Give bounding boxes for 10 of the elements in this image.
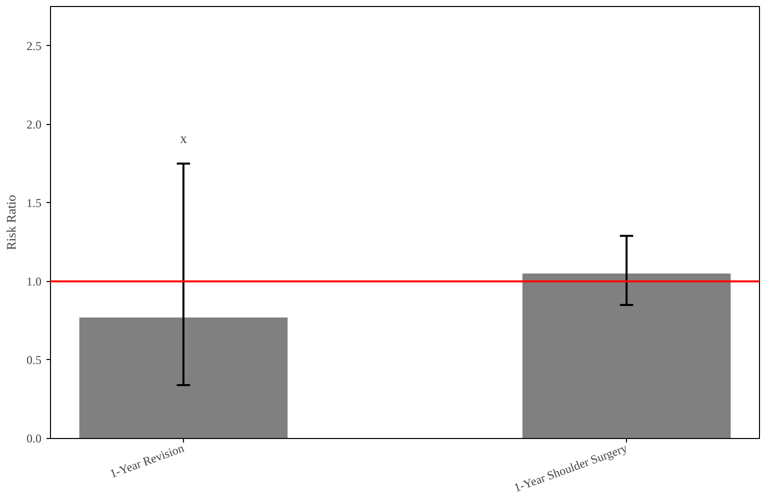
y-tick-label: 1.5 [26,196,42,210]
y-tick-label: 2.5 [26,38,42,53]
y-tick-label: 1.0 [26,274,42,288]
y-tick-label: 2.0 [26,117,42,132]
y-tick-label: 0.5 [26,352,42,367]
x-tick-label: 1-Year Revision [108,440,186,481]
y-axis-title: Risk Ratio [4,194,18,250]
annotation: x [180,132,187,148]
x-tick-label: 1-Year Shoulder Surgery [512,440,629,495]
y-tick-label: 0.0 [26,432,42,446]
